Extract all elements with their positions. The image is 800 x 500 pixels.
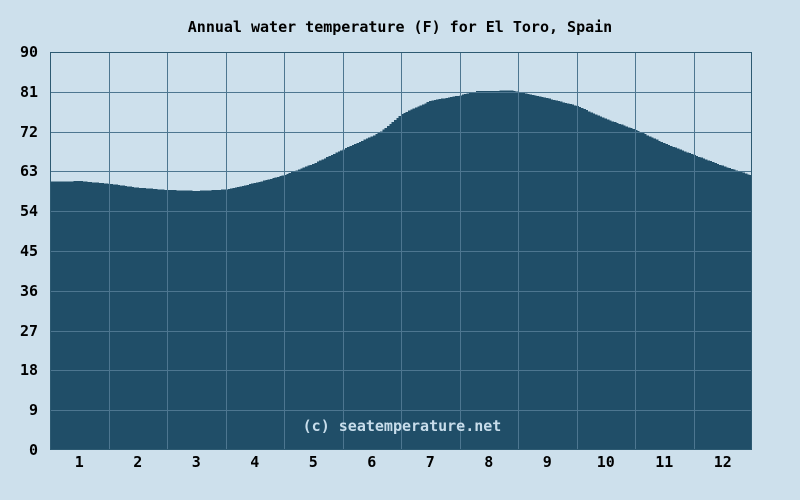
x-tick-label: 11 (655, 453, 674, 471)
y-tick-label: 36 (19, 281, 38, 300)
y-tick-label: 45 (19, 242, 38, 260)
x-tick-label: 2 (133, 453, 143, 471)
x-tick-label: 5 (308, 453, 318, 471)
chart-title: Annual water temperature (F) for El Toro… (187, 18, 613, 36)
plot-frame (50, 52, 752, 450)
x-tick-label: 9 (542, 453, 552, 471)
y-tick-label: 54 (19, 202, 38, 221)
y-tick-label: 18 (19, 361, 38, 380)
x-tick-label: 4 (250, 453, 260, 471)
y-tick-label: 0 (28, 441, 38, 459)
x-tick-label: 3 (191, 453, 201, 471)
x-tick-label: 1 (74, 453, 84, 471)
watermark-text: (c) seatemperature.net (302, 417, 502, 435)
y-tick-label: 27 (19, 321, 38, 340)
gridlines (50, 52, 752, 450)
y-tick-label: 72 (19, 122, 38, 141)
x-tick-label: 12 (713, 453, 732, 471)
y-tick-label: 90 (19, 43, 38, 61)
y-tick-label: 63 (19, 162, 38, 181)
x-tick-label: 6 (367, 453, 377, 471)
x-tick-label: 7 (425, 453, 435, 471)
x-tick-label: 10 (596, 453, 615, 471)
y-tick-label: 9 (28, 401, 38, 420)
y-tick-label: 81 (19, 82, 38, 101)
x-tick-label: 8 (484, 453, 494, 471)
